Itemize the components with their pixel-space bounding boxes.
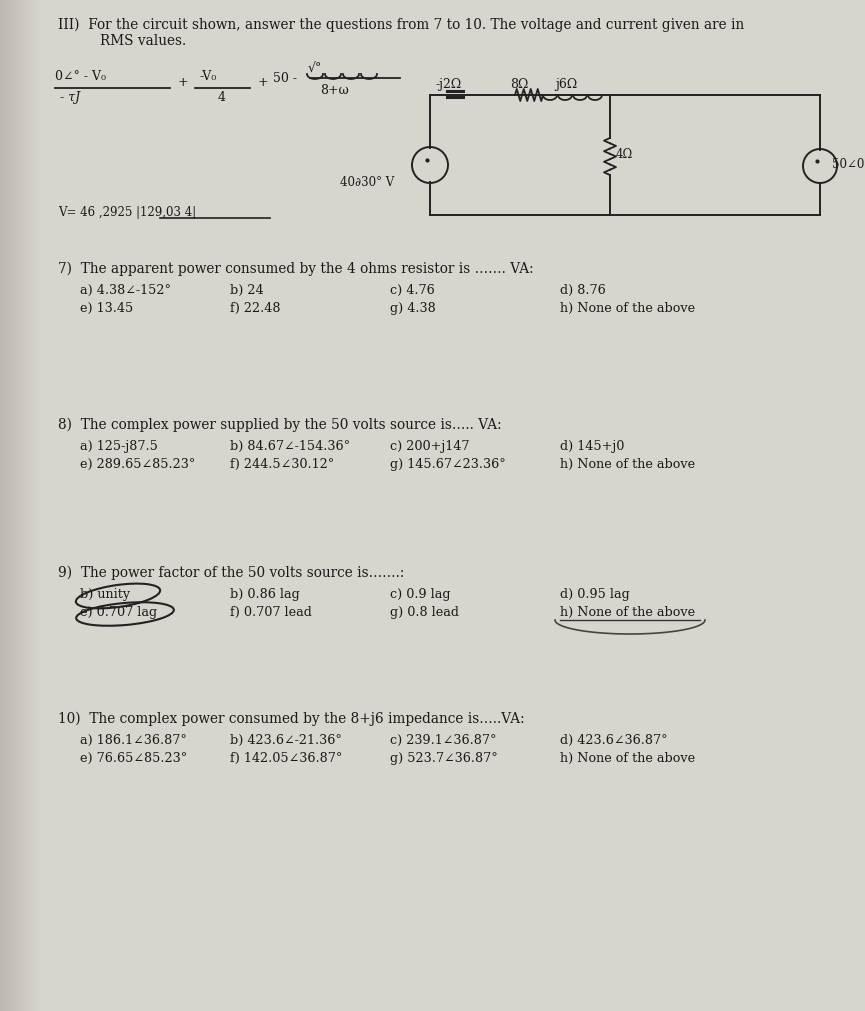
Text: a) 4.38∠-152°: a) 4.38∠-152° [80, 284, 171, 297]
Text: j6Ω: j6Ω [555, 78, 577, 91]
Text: b) 423.6∠-21.36°: b) 423.6∠-21.36° [230, 734, 342, 747]
Text: f) 22.48: f) 22.48 [230, 302, 280, 315]
Text: 8)  The complex power supplied by the 50 volts source is….. VA:: 8) The complex power supplied by the 50 … [58, 418, 502, 433]
Text: 50 -: 50 - [273, 72, 297, 85]
Text: f) 0.707 lead: f) 0.707 lead [230, 606, 312, 619]
Text: h) None of the above: h) None of the above [560, 458, 695, 471]
Text: +: + [258, 76, 269, 89]
Text: d) 0.95 lag: d) 0.95 lag [560, 588, 630, 601]
Text: g) 4.38: g) 4.38 [390, 302, 436, 315]
Text: e) 0.707 lag: e) 0.707 lag [80, 606, 157, 619]
Text: d) 423.6∠36.87°: d) 423.6∠36.87° [560, 734, 668, 747]
Text: e) 13.45: e) 13.45 [80, 302, 133, 315]
Text: V= 46 ,2925 |129,03 4|: V= 46 ,2925 |129,03 4| [58, 206, 196, 219]
Text: III)  For the circuit shown, answer the questions from 7 to 10. The voltage and : III) For the circuit shown, answer the q… [58, 18, 744, 32]
Text: 4: 4 [218, 91, 226, 104]
Text: 7)  The apparent power consumed by the 4 ohms resistor is ……. VA:: 7) The apparent power consumed by the 4 … [58, 262, 534, 276]
Text: h) None of the above: h) None of the above [560, 752, 695, 765]
Text: a) 186.1∠36.87°: a) 186.1∠36.87° [80, 734, 187, 747]
Text: d) 8.76: d) 8.76 [560, 284, 605, 297]
Text: b) 84.67∠-154.36°: b) 84.67∠-154.36° [230, 440, 350, 453]
Text: c) 200+j147: c) 200+j147 [390, 440, 470, 453]
Text: c) 0.9 lag: c) 0.9 lag [390, 588, 451, 601]
Text: 4Ω: 4Ω [616, 148, 633, 161]
Text: 8+ω: 8+ω [320, 84, 349, 97]
Text: e) 76.65∠85.23°: e) 76.65∠85.23° [80, 752, 187, 765]
Text: b) unity: b) unity [80, 588, 130, 601]
Text: √°: √° [308, 62, 323, 75]
Text: -V₀: -V₀ [200, 70, 217, 83]
Text: e) 289.65∠85.23°: e) 289.65∠85.23° [80, 458, 195, 471]
Text: - τJ: - τJ [60, 91, 80, 104]
Text: 40∂30° V: 40∂30° V [340, 176, 394, 189]
Text: f) 142.05∠36.87°: f) 142.05∠36.87° [230, 752, 343, 765]
Text: g) 145.67∠23.36°: g) 145.67∠23.36° [390, 458, 506, 471]
Text: h) None of the above: h) None of the above [560, 302, 695, 315]
Text: b) 24: b) 24 [230, 284, 264, 297]
Text: 0∠° - V₀: 0∠° - V₀ [55, 70, 106, 83]
Text: 10)  The complex power consumed by the 8+j6 impedance is…..VA:: 10) The complex power consumed by the 8+… [58, 712, 525, 726]
Text: g) 523.7∠36.87°: g) 523.7∠36.87° [390, 752, 497, 765]
Text: -j2Ω: -j2Ω [435, 78, 461, 91]
Text: c) 4.76: c) 4.76 [390, 284, 435, 297]
Text: d) 145+j0: d) 145+j0 [560, 440, 625, 453]
Text: a) 125-j87.5: a) 125-j87.5 [80, 440, 158, 453]
Text: 8Ω: 8Ω [510, 78, 529, 91]
Text: 50∠0° V: 50∠0° V [832, 158, 865, 171]
Text: g) 0.8 lead: g) 0.8 lead [390, 606, 459, 619]
Text: c) 239.1∠36.87°: c) 239.1∠36.87° [390, 734, 497, 747]
Text: h) None of the above: h) None of the above [560, 606, 695, 619]
Text: +: + [178, 76, 189, 89]
Text: 9)  The power factor of the 50 volts source is…….:: 9) The power factor of the 50 volts sour… [58, 566, 404, 580]
Text: RMS values.: RMS values. [100, 34, 186, 48]
Text: b) 0.86 lag: b) 0.86 lag [230, 588, 300, 601]
Text: f) 244.5∠30.12°: f) 244.5∠30.12° [230, 458, 334, 471]
